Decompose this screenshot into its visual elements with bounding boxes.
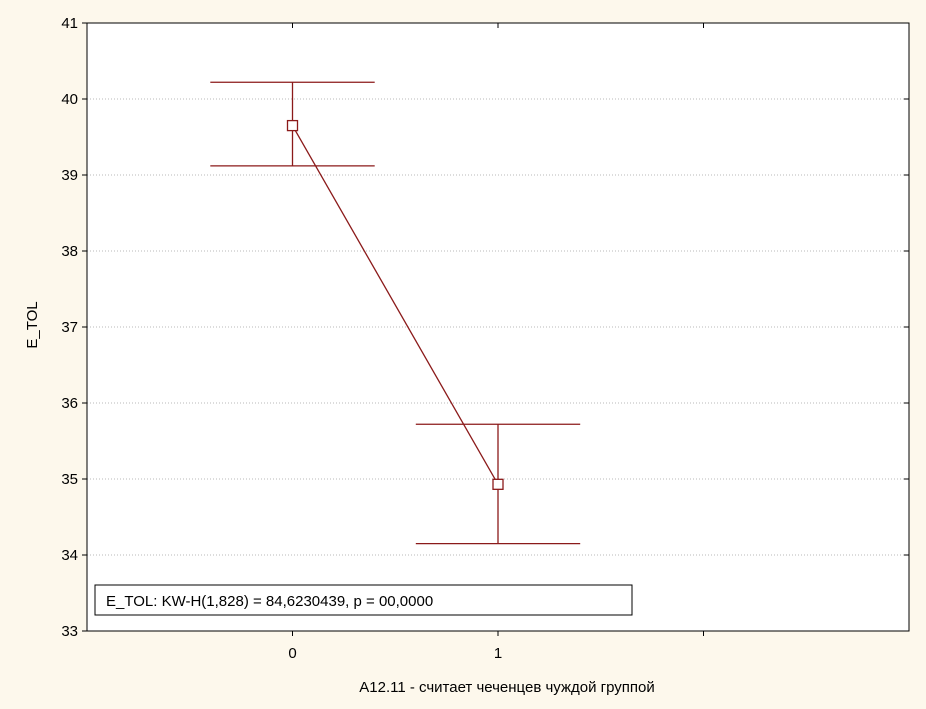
gridlines: [87, 98, 909, 556]
y-tick-label: 37: [61, 319, 78, 336]
y-axis-ticks: 33 34 35 36 37 38 39 40 41: [61, 15, 909, 640]
y-tick-label: 36: [61, 395, 78, 412]
y-tick-label: 35: [61, 471, 78, 488]
plot-frame: [86, 22, 910, 632]
x-axis-label: A12.11 - считает чеченцев чуждой группой: [359, 679, 654, 696]
x-tick-label: 1: [494, 645, 502, 662]
x-tick-label: 0: [288, 645, 296, 662]
data-point: [492, 478, 504, 490]
annotation-frame: [94, 584, 633, 616]
y-tick-label: 38: [61, 243, 78, 260]
annotation-box: E_TOL: KW-H(1,828) = 84,6230439, p = 00,…: [94, 584, 633, 616]
annotation-text: E_TOL: KW-H(1,828) = 84,6230439, p = 00,…: [106, 593, 433, 610]
data-series: [210, 81, 581, 545]
y-axis-label: E_TOL: [24, 301, 41, 348]
y-tick-label: 34: [61, 547, 78, 564]
data-point: [286, 119, 299, 132]
y-tick-label: 41: [61, 15, 78, 32]
y-tick-label: 40: [61, 91, 78, 108]
y-tick-label: 39: [61, 167, 78, 184]
y-tick-label: 33: [61, 623, 78, 640]
